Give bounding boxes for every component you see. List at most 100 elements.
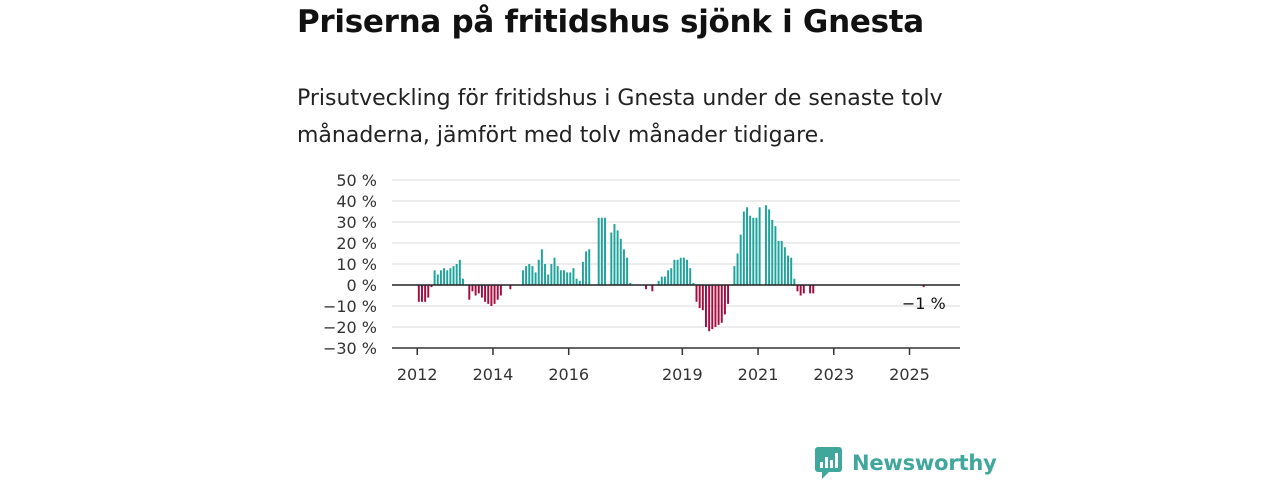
bar xyxy=(430,285,433,288)
bar xyxy=(749,215,752,285)
bar xyxy=(619,238,622,285)
bar xyxy=(534,272,537,285)
bar xyxy=(566,272,569,285)
bar xyxy=(613,224,616,285)
bar xyxy=(477,285,480,294)
x-tick-label: 2016 xyxy=(548,365,589,384)
bar xyxy=(462,278,464,285)
bar xyxy=(525,266,528,285)
bar xyxy=(550,264,553,285)
bar xyxy=(439,270,442,285)
bar xyxy=(578,280,581,285)
bar xyxy=(544,264,547,285)
bar xyxy=(705,285,707,327)
bar xyxy=(581,261,584,285)
bar xyxy=(663,276,666,285)
bar xyxy=(667,270,670,285)
bar xyxy=(922,285,925,288)
bar xyxy=(736,253,739,285)
bar xyxy=(559,270,562,285)
brand-name: Newsworthy xyxy=(852,451,997,475)
bar xyxy=(421,285,423,302)
chart-subtitle: Prisutveckling för fritidshus i Gnesta u… xyxy=(297,86,943,148)
bar xyxy=(575,278,578,285)
bar xyxy=(626,257,629,285)
bar xyxy=(616,230,619,285)
bar xyxy=(458,259,461,285)
bar xyxy=(670,268,673,285)
bar xyxy=(717,285,720,325)
bar xyxy=(622,249,625,285)
bar xyxy=(774,226,777,285)
bar xyxy=(799,285,802,296)
bar xyxy=(711,285,714,330)
bar xyxy=(493,285,496,304)
y-tick-label: 40 % xyxy=(336,192,377,211)
y-tick-label: 20 % xyxy=(336,234,377,253)
bar xyxy=(720,285,723,323)
bar xyxy=(563,270,565,285)
bar xyxy=(604,217,606,285)
y-tick-label: 10 % xyxy=(336,255,377,274)
x-tick-label: 2021 xyxy=(738,365,779,384)
bar xyxy=(417,285,420,302)
bar xyxy=(660,276,663,285)
bar xyxy=(490,285,493,306)
bar xyxy=(752,217,755,285)
x-tick-label: 2014 xyxy=(473,365,514,384)
bar xyxy=(572,268,575,285)
bar xyxy=(682,257,685,285)
bar xyxy=(474,285,477,296)
bar xyxy=(528,264,531,285)
bar xyxy=(689,268,692,285)
x-axis-ticks: 2012 2014 2016 2019 2021 2023 2025 xyxy=(397,348,930,384)
newsworthy-brand: Newsworthy xyxy=(814,446,997,480)
bar xyxy=(480,285,483,298)
bar xyxy=(651,285,654,292)
bar xyxy=(553,257,556,285)
newsworthy-logo-icon xyxy=(815,447,842,479)
chart-title: Priserna på fritidshus sjönk i Gnesta xyxy=(297,4,924,40)
bar xyxy=(433,270,436,285)
bar xyxy=(547,274,550,285)
bar xyxy=(471,285,474,292)
bar xyxy=(787,255,789,285)
x-tick-label: 2023 xyxy=(813,365,854,384)
bar xyxy=(427,285,430,298)
bar xyxy=(537,259,540,285)
bar xyxy=(796,285,799,292)
y-tick-label: −20 % xyxy=(323,318,377,337)
bar xyxy=(521,270,524,285)
bar xyxy=(809,285,812,294)
bar xyxy=(708,285,711,332)
y-axis-tick-labels: 50 % 40 % 30 % 20 % 10 % 0 % −10 % −20 % −30 % xyxy=(323,171,377,358)
bar xyxy=(496,285,499,300)
bar xyxy=(714,285,717,327)
bar xyxy=(742,211,745,285)
bar xyxy=(484,285,487,302)
y-tick-label: 0 % xyxy=(347,276,377,295)
bar xyxy=(424,285,427,302)
x-tick-label: 2025 xyxy=(889,365,930,384)
bar xyxy=(755,217,758,285)
bar xyxy=(733,266,736,285)
bar xyxy=(727,285,730,304)
gridlines xyxy=(392,179,960,349)
bar xyxy=(446,270,449,285)
bar xyxy=(764,205,767,285)
bar-series xyxy=(417,205,925,332)
bar xyxy=(812,285,815,294)
bar xyxy=(802,285,805,294)
bar xyxy=(793,278,796,285)
bar xyxy=(629,282,632,285)
bar xyxy=(600,217,603,285)
bar xyxy=(509,285,512,290)
bar xyxy=(610,232,613,285)
latest-value-label: −1 % xyxy=(902,294,946,313)
bar xyxy=(468,285,471,300)
bar xyxy=(597,217,600,285)
bar xyxy=(657,280,660,285)
bar xyxy=(698,285,701,309)
bar xyxy=(768,209,771,285)
